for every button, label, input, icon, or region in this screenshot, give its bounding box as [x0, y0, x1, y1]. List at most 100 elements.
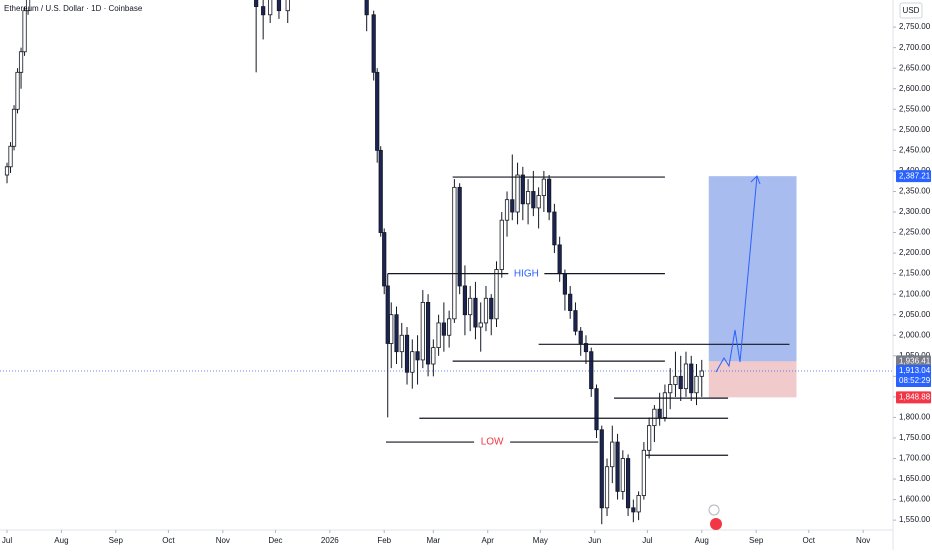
y-tick-label: 2,000.00 — [899, 330, 931, 339]
candle-body — [594, 388, 599, 431]
candle-body — [25, 0, 31, 12]
candle-body — [652, 408, 657, 427]
x-tick-label: Oct — [162, 536, 175, 545]
candle-body — [631, 507, 636, 513]
y-tick-label: 2,200.00 — [899, 248, 931, 257]
arrow-head — [750, 175, 761, 185]
candle-body — [552, 211, 557, 246]
candle-body — [468, 297, 473, 316]
price-label-bg — [896, 355, 931, 368]
candle-body — [547, 178, 552, 213]
x-tick-label: Mar — [426, 536, 440, 545]
projection-arrow — [715, 175, 758, 373]
currency-box — [899, 2, 923, 19]
y-tick-label: 2,650.00 — [899, 63, 931, 72]
candle-body — [441, 322, 446, 336]
candle-body — [399, 334, 404, 353]
level-label-bg — [474, 435, 511, 450]
x-tick-label: Apr — [482, 536, 495, 545]
candle-body — [599, 429, 604, 509]
candle-body — [531, 191, 536, 209]
y-tick-label: 2,600.00 — [899, 84, 931, 93]
currency: USD — [903, 6, 920, 15]
candle-body — [436, 322, 441, 348]
candle-body — [536, 195, 541, 209]
price-label-bg — [896, 170, 931, 183]
y-tick-label: 1,550.00 — [899, 515, 931, 524]
y-tick-label: 2,050.00 — [899, 310, 931, 319]
candle-body — [478, 322, 483, 328]
candle-body — [261, 6, 266, 16]
last-price-label: 1,913.04 — [899, 366, 931, 375]
candle-body — [641, 449, 646, 496]
candle-body — [404, 334, 410, 373]
candle-body — [510, 199, 515, 213]
x-tick-label: Nov — [856, 536, 870, 545]
candle-body — [268, 0, 273, 16]
candle-body — [489, 297, 494, 320]
candle-body — [647, 425, 652, 451]
x-tick-label: Jul — [2, 536, 12, 545]
y-tick-label: 2,100.00 — [899, 289, 931, 298]
y-tick-label: 2,250.00 — [899, 228, 931, 237]
candle-body — [615, 441, 620, 492]
candle-body — [457, 186, 462, 287]
x-tick-label: May — [533, 536, 548, 545]
candle-body — [683, 363, 689, 390]
candle-body — [625, 458, 631, 509]
candle-body — [583, 343, 589, 353]
candle-body — [18, 51, 24, 73]
candle-body — [541, 178, 546, 196]
candle-body — [8, 145, 13, 168]
candle-body — [515, 174, 520, 213]
level-label: HIGH — [514, 268, 539, 279]
candle-body — [371, 14, 376, 73]
candle-body — [254, 0, 259, 7]
y-tick-label: 1,750.00 — [899, 433, 931, 442]
loss-zone — [708, 361, 797, 398]
x-tick-label: Oct — [803, 536, 816, 545]
event-icon[interactable] — [710, 518, 722, 530]
last-price-bg — [896, 364, 931, 387]
chart-title: Ethereum / U.S. Dollar · 1D · Coinbase — [4, 4, 143, 13]
x-tick-label: Feb — [377, 536, 391, 545]
profit-zone — [708, 176, 797, 362]
y-tick-label: 2,450.00 — [899, 145, 931, 154]
candle-body — [673, 375, 678, 385]
candle-body — [689, 363, 694, 394]
x-tick-label: 2026 — [321, 536, 339, 545]
y-tick-label: 1,650.00 — [899, 474, 931, 483]
price-label-bg — [896, 391, 931, 404]
x-tick-label: Nov — [216, 536, 230, 545]
candle-body — [589, 351, 594, 390]
candle-body — [568, 293, 573, 312]
candle-body — [610, 441, 615, 468]
x-tick-label: Jun — [588, 536, 601, 545]
candle-body — [385, 285, 390, 344]
x-tick-label: Sep — [749, 536, 764, 545]
y-tick-label: 2,750.00 — [899, 22, 931, 31]
y-tick-label: 1,800.00 — [899, 413, 931, 422]
candle-body — [662, 392, 668, 418]
candle-body — [562, 273, 568, 295]
candle-body — [4, 166, 10, 176]
candle-body — [447, 318, 452, 336]
x-tick-label: Jul — [642, 536, 652, 545]
candle-body — [657, 408, 662, 418]
candle-body — [462, 285, 468, 316]
event-icon[interactable] — [708, 504, 720, 516]
y-tick-label: 2,300.00 — [899, 207, 931, 216]
candle-body — [431, 347, 436, 365]
candle-body — [410, 351, 415, 373]
candle-body — [668, 384, 673, 394]
x-tick-label: Dec — [268, 536, 282, 545]
candle-body — [636, 495, 641, 513]
price-label: 2,387.21 — [899, 171, 931, 180]
candle-body — [504, 199, 510, 221]
candle-body — [276, 0, 282, 12]
candle-body — [15, 71, 20, 110]
candle-body — [573, 310, 578, 332]
x-tick-label: Aug — [695, 536, 709, 545]
level-label-bg — [508, 266, 545, 281]
